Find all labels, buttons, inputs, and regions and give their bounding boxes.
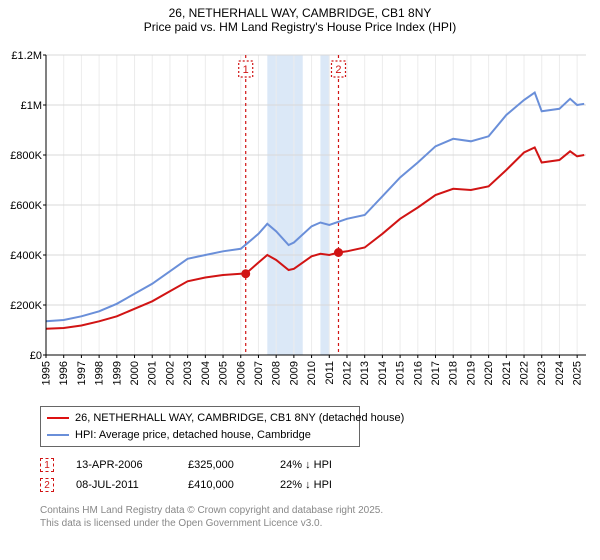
legend-label-property: 26, NETHERHALL WAY, CAMBRIDGE, CB1 8NY (… bbox=[75, 410, 404, 427]
svg-text:£400K: £400K bbox=[10, 250, 42, 262]
svg-text:2002: 2002 bbox=[164, 361, 176, 385]
footer-line2: This data is licensed under the Open Gov… bbox=[40, 518, 590, 531]
title-line2: Price paid vs. HM Land Registry's House … bbox=[4, 20, 596, 34]
price-chart-svg: 1 2 £0 £200K £400K £600K £800K £1M £1.2M 1995 1996… bbox=[4, 41, 594, 401]
svg-text:2014: 2014 bbox=[377, 361, 389, 385]
transaction-row: 1 13-APR-2006 £325,000 24% ↓ HPI bbox=[40, 455, 590, 475]
chart-legend: 26, NETHERHALL WAY, CAMBRIDGE, CB1 8NY (… bbox=[40, 406, 360, 447]
svg-text:2020: 2020 bbox=[483, 361, 495, 385]
svg-text:£200K: £200K bbox=[10, 300, 42, 312]
chart-area: 1 2 £0 £200K £400K £600K £800K £1M £1.2M 1995 1996… bbox=[4, 41, 596, 401]
svg-text:£1.2M: £1.2M bbox=[11, 50, 42, 62]
svg-text:2004: 2004 bbox=[200, 361, 212, 385]
legend-item-hpi: HPI: Average price, detached house, Camb… bbox=[47, 427, 353, 444]
copyright-footer: Contains HM Land Registry data © Crown c… bbox=[40, 505, 590, 530]
legend-label-hpi: HPI: Average price, detached house, Camb… bbox=[75, 427, 311, 444]
svg-text:2007: 2007 bbox=[253, 361, 265, 385]
svg-text:2001: 2001 bbox=[147, 361, 159, 385]
svg-text:1999: 1999 bbox=[111, 361, 123, 385]
svg-text:£600K: £600K bbox=[10, 200, 42, 212]
svg-text:2013: 2013 bbox=[359, 361, 371, 385]
svg-text:£800K: £800K bbox=[10, 150, 42, 162]
svg-text:2000: 2000 bbox=[129, 361, 141, 385]
svg-text:2003: 2003 bbox=[182, 361, 194, 385]
title-line1: 26, NETHERHALL WAY, CAMBRIDGE, CB1 8NY bbox=[4, 6, 596, 20]
transactions-table: 1 13-APR-2006 £325,000 24% ↓ HPI 2 08-JU… bbox=[40, 455, 590, 495]
transaction-delta: 22% ↓ HPI bbox=[280, 479, 332, 491]
svg-text:1: 1 bbox=[243, 64, 249, 76]
svg-text:2008: 2008 bbox=[271, 361, 283, 385]
svg-text:2016: 2016 bbox=[412, 361, 424, 385]
svg-text:2006: 2006 bbox=[235, 361, 247, 385]
svg-text:1995: 1995 bbox=[41, 361, 53, 385]
svg-text:£1M: £1M bbox=[21, 100, 42, 112]
svg-text:2024: 2024 bbox=[554, 361, 566, 385]
svg-text:2: 2 bbox=[335, 64, 341, 76]
legend-item-property: 26, NETHERHALL WAY, CAMBRIDGE, CB1 8NY (… bbox=[47, 410, 353, 427]
svg-text:2025: 2025 bbox=[572, 361, 584, 385]
transaction-date: 13-APR-2006 bbox=[76, 459, 166, 471]
transaction-date: 08-JUL-2011 bbox=[76, 479, 166, 491]
svg-text:1997: 1997 bbox=[76, 361, 88, 385]
svg-text:2005: 2005 bbox=[218, 361, 230, 385]
svg-text:1998: 1998 bbox=[94, 361, 106, 385]
svg-text:2018: 2018 bbox=[448, 361, 460, 385]
transaction-delta: 24% ↓ HPI bbox=[280, 459, 332, 471]
svg-text:2011: 2011 bbox=[324, 361, 336, 385]
svg-text:2021: 2021 bbox=[501, 361, 513, 385]
transaction-price: £410,000 bbox=[188, 479, 258, 491]
svg-text:£0: £0 bbox=[30, 350, 42, 362]
svg-text:2019: 2019 bbox=[465, 361, 477, 385]
svg-text:2017: 2017 bbox=[430, 361, 442, 385]
svg-text:2010: 2010 bbox=[306, 361, 318, 385]
svg-text:2015: 2015 bbox=[395, 361, 407, 385]
legend-swatch-property bbox=[47, 417, 69, 419]
legend-swatch-hpi bbox=[47, 434, 69, 436]
transaction-marker-2: 2 bbox=[40, 478, 54, 492]
chart-title: 26, NETHERHALL WAY, CAMBRIDGE, CB1 8NY P… bbox=[4, 4, 596, 35]
svg-text:2012: 2012 bbox=[341, 361, 353, 385]
svg-text:2009: 2009 bbox=[288, 361, 300, 385]
svg-text:1996: 1996 bbox=[58, 361, 70, 385]
transaction-marker-1: 1 bbox=[40, 458, 54, 472]
svg-text:2022: 2022 bbox=[519, 361, 531, 385]
footer-line1: Contains HM Land Registry data © Crown c… bbox=[40, 505, 590, 518]
svg-text:2023: 2023 bbox=[536, 361, 548, 385]
transaction-row: 2 08-JUL-2011 £410,000 22% ↓ HPI bbox=[40, 475, 590, 495]
transaction-price: £325,000 bbox=[188, 459, 258, 471]
